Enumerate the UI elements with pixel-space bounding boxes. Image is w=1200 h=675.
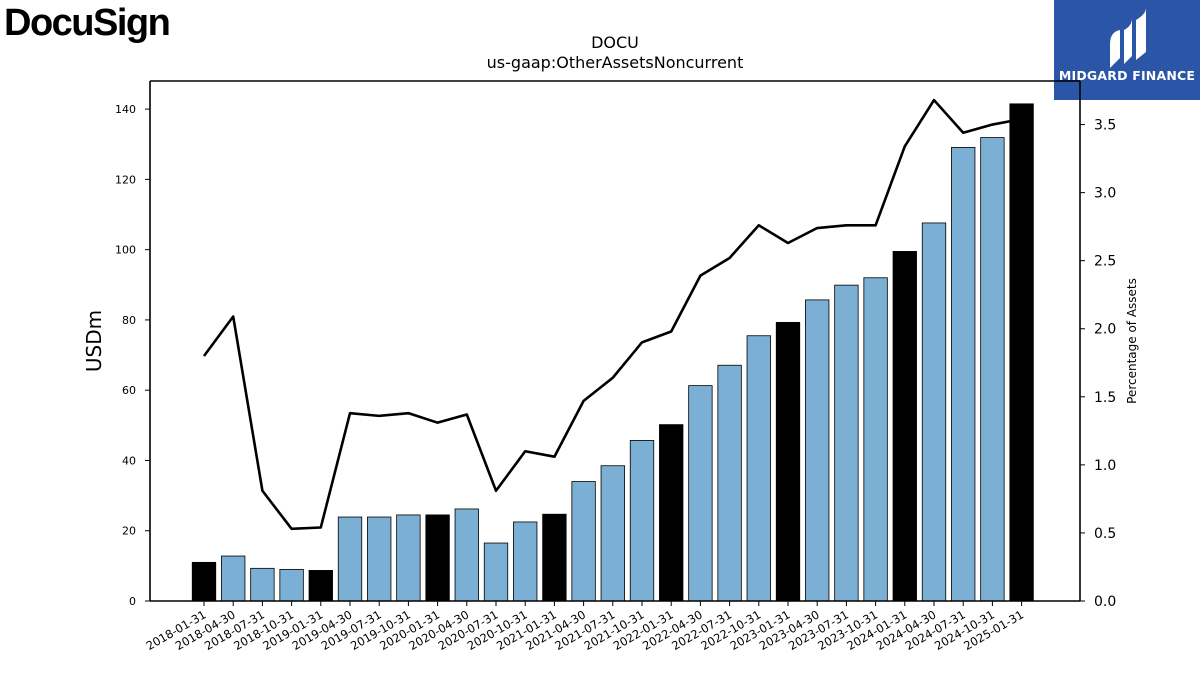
bar-2025-01-31 (1009, 103, 1034, 602)
y-right-tick-label-3.0: 3.0 (1094, 186, 1116, 202)
bar-2024-04-30 (921, 222, 947, 602)
bar-2019-01-31 (308, 570, 333, 602)
bar-2021-01-31 (542, 513, 567, 602)
bar-2021-04-30 (571, 481, 596, 602)
bar-2021-07-31 (600, 465, 625, 602)
bar-2018-07-31 (250, 567, 275, 602)
bar-2019-07-31 (367, 516, 392, 602)
bar-2023-01-31 (775, 321, 801, 602)
bar-2020-01-31 (425, 514, 450, 602)
chart-title: DOCU (591, 33, 639, 52)
badge-label: MIDGARD FINANCE (1058, 68, 1196, 83)
y-right-tick-label-2.0: 2.0 (1094, 322, 1116, 338)
bar-2023-04-30 (805, 299, 830, 602)
y-tick-label-0: 0 (129, 595, 136, 608)
y-tick-label-100: 100 (115, 244, 136, 257)
y-tick-label-80: 80 (122, 314, 136, 327)
bar-2023-10-31 (863, 277, 888, 602)
docusign-logo: DocuSign (4, 2, 171, 44)
bar-2023-07-31 (834, 284, 859, 602)
y-right-tick-label-0.0: 0.0 (1094, 594, 1116, 610)
bar-2020-04-30 (454, 508, 479, 602)
bar-2021-10-31 (629, 440, 655, 602)
bar-2020-07-31 (483, 542, 509, 602)
chart-subtitle: us-gaap:OtherAssetsNoncurrent (487, 53, 744, 72)
bar-2018-10-31 (279, 568, 304, 602)
midgard-logo-icon (1054, 0, 1200, 100)
bar-2019-10-31 (396, 514, 421, 602)
bar-2022-10-31 (746, 335, 771, 602)
bar-2022-04-30 (688, 385, 713, 602)
y-right-tick-label-1.0: 1.0 (1094, 458, 1116, 474)
y-tick-label-20: 20 (122, 525, 136, 538)
y-right-tick-label-2.5: 2.5 (1094, 254, 1116, 270)
y-tick-label-40: 40 (122, 454, 136, 467)
y-right-tick-label-1.5: 1.5 (1094, 390, 1116, 406)
midgard-finance-badge: MIDGARD FINANCE (1054, 0, 1200, 100)
y-right-tick-label-0.5: 0.5 (1094, 526, 1116, 542)
y-tick-label-140: 140 (115, 103, 136, 116)
bar-2024-10-31 (980, 137, 1005, 602)
bar-2024-01-31 (892, 251, 917, 602)
y-tick-label-120: 120 (115, 173, 136, 186)
bar-2019-04-30 (337, 516, 363, 602)
y-axis-label: USDm (82, 310, 106, 372)
bar-2022-07-31 (717, 364, 742, 602)
bar-2022-01-31 (659, 424, 684, 602)
y-axis-right-label: Percentage of Assets (1125, 278, 1139, 404)
bar-2020-10-31 (513, 521, 538, 602)
bar-2024-07-31 (951, 147, 976, 602)
percentage-line (202, 98, 1022, 531)
y-right-tick-label-3.5: 3.5 (1094, 118, 1116, 134)
y-tick-label-60: 60 (122, 384, 136, 397)
bar-2018-01-31 (191, 561, 217, 602)
bar-2018-04-30 (221, 555, 246, 602)
